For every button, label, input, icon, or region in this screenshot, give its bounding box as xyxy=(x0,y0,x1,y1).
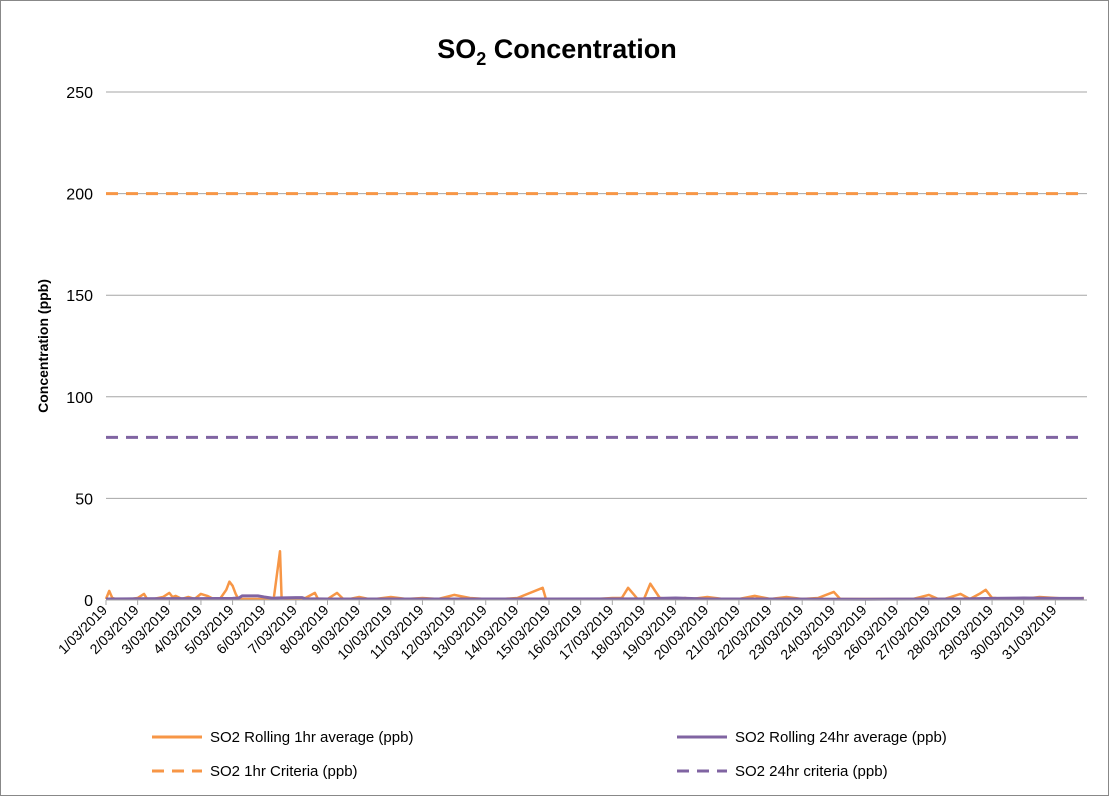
chart-title: SO2 Concentration xyxy=(437,34,677,69)
chart-title-subscript: 2 xyxy=(476,49,486,69)
y-tick-label: 100 xyxy=(66,390,93,407)
legend-label: SO2 Rolling 24hr average (ppb) xyxy=(735,729,947,746)
y-tick-labels: 0 50 100 150 200 250 xyxy=(66,85,93,610)
y-axis-label: Concentration (ppb) xyxy=(35,279,51,413)
series-line-2 xyxy=(105,594,1084,601)
y-tick-label: 0 xyxy=(84,593,93,610)
legend-label: SO2 24hr criteria (ppb) xyxy=(735,763,888,780)
x-tick-labels: 1/03/20192/03/20193/03/20194/03/20195/03… xyxy=(55,600,1060,663)
y-tick-label: 200 xyxy=(66,187,93,204)
y-tick-label: 50 xyxy=(75,491,93,508)
legend: SO2 Rolling 1hr average (ppb) SO2 Rolling… xyxy=(152,729,947,780)
series-lines xyxy=(104,192,1084,601)
chart-title-rest: Concentration xyxy=(486,34,677,64)
y-tick-label: 250 xyxy=(66,85,93,102)
legend-label: SO2 Rolling 1hr average (ppb) xyxy=(210,729,413,746)
y-tick-label: 150 xyxy=(66,288,93,305)
chart-title-main: SO xyxy=(437,34,476,64)
legend-label: SO2 1hr Criteria (ppb) xyxy=(210,763,358,780)
